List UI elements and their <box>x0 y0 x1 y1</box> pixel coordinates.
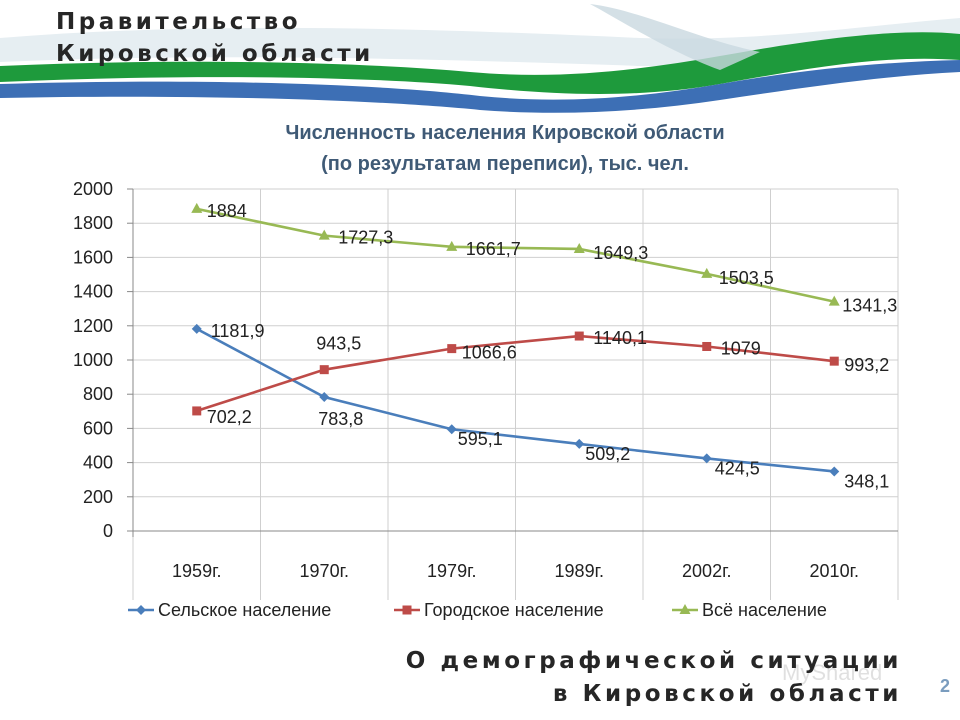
x-tick-label: 2002г. <box>682 561 731 581</box>
y-tick-label: 0 <box>103 521 113 541</box>
watermark: MyShared <box>782 660 883 685</box>
data-point-urban <box>192 406 202 416</box>
legend-label-total: Всё население <box>702 600 827 620</box>
y-tick-label: 1600 <box>73 247 113 267</box>
data-point-total <box>701 267 713 278</box>
data-point-rural <box>829 466 840 477</box>
footer-title: О демографической ситуации в Кировской о… <box>406 645 902 711</box>
y-tick-label: 1800 <box>73 213 113 233</box>
legend-marker-urban <box>402 605 412 615</box>
y-tick-label: 2000 <box>73 179 113 199</box>
chart-title: Численность населения Кировской области … <box>205 118 805 180</box>
data-point-urban <box>319 365 329 375</box>
data-point-total <box>828 295 840 306</box>
data-point-total <box>318 229 330 240</box>
data-label-urban: 702,2 <box>207 407 252 427</box>
data-label-urban: 1140,1 <box>593 328 647 348</box>
data-point-rural <box>446 424 457 435</box>
legend-label-urban: Городское население <box>424 600 604 620</box>
data-point-urban <box>702 341 712 351</box>
series-line-rural <box>196 327 835 473</box>
header-title-line2: Кировской области <box>56 41 374 67</box>
legend-marker-total <box>679 604 691 614</box>
ribbon-green-band <box>0 32 960 94</box>
header-ribbon <box>0 4 960 113</box>
x-tick-label: 1979г. <box>427 561 476 581</box>
data-point-rural <box>574 438 585 449</box>
data-label-total: 1884 <box>207 201 247 221</box>
data-label-rural: 783,8 <box>318 409 363 429</box>
data-label-total: 1727,3 <box>338 228 393 248</box>
data-point-total <box>446 240 458 251</box>
data-point-rural <box>191 323 202 334</box>
legend-label-rural: Сельское население <box>158 600 331 620</box>
data-label-rural: 1181,9 <box>211 321 265 341</box>
y-tick-label: 400 <box>83 453 113 473</box>
header-title-line1: Правительство <box>56 9 302 35</box>
ribbon-blue-band <box>0 60 960 113</box>
chart-title-line1: Численность населения Кировской области <box>285 122 725 144</box>
footer-title-line1: О демографической ситуации <box>405 648 902 674</box>
data-label-urban: 993,2 <box>844 355 889 375</box>
x-tick-label: 2010г. <box>810 561 859 581</box>
y-tick-label: 1000 <box>73 350 113 370</box>
data-point-urban <box>829 356 839 366</box>
y-tick-label: 800 <box>83 384 113 404</box>
x-tick-label: 1959г. <box>172 561 221 581</box>
data-point-urban <box>447 344 457 354</box>
data-point-rural <box>319 391 330 402</box>
footer-title-line2: в Кировской области <box>552 681 902 707</box>
data-label-urban: 943,5 <box>316 334 361 354</box>
y-tick-label: 1400 <box>73 282 113 302</box>
x-tick-label: 1970г. <box>300 561 349 581</box>
header-title: Правительство Кировской области <box>56 6 374 70</box>
data-label-rural: 595,1 <box>458 429 503 449</box>
data-label-urban: 1066,6 <box>462 343 517 363</box>
y-tick-label: 600 <box>83 418 113 438</box>
x-tick-label: 1989г. <box>555 561 604 581</box>
data-point-rural <box>701 453 712 464</box>
data-label-total: 1649,3 <box>593 243 648 263</box>
data-label-rural: 348,1 <box>844 471 889 491</box>
slide-number: 2 <box>939 676 950 696</box>
legend-marker-rural <box>136 605 146 615</box>
data-label-total: 1341,3 <box>842 296 897 316</box>
series-line-urban <box>196 334 835 413</box>
data-label-rural: 424,5 <box>715 458 760 478</box>
y-tick-label: 1200 <box>73 316 113 336</box>
data-point-urban <box>574 331 584 341</box>
series-line-total <box>196 207 835 303</box>
data-point-total <box>191 202 203 213</box>
data-point-total <box>573 242 585 253</box>
y-tick-label: 200 <box>83 487 113 507</box>
data-label-urban: 1079 <box>721 338 761 358</box>
chart-title-line2: (по результатам переписи), тыс. чел. <box>321 153 689 175</box>
data-label-rural: 509,2 <box>585 444 630 464</box>
data-label-total: 1661,7 <box>466 239 521 259</box>
ribbon-swirl <box>590 4 760 70</box>
data-label-total: 1503,5 <box>719 268 774 288</box>
